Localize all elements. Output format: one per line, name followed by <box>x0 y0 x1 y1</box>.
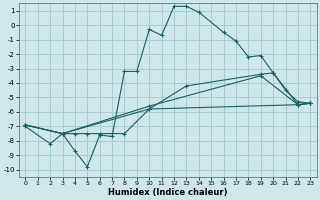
X-axis label: Humidex (Indice chaleur): Humidex (Indice chaleur) <box>108 188 228 197</box>
